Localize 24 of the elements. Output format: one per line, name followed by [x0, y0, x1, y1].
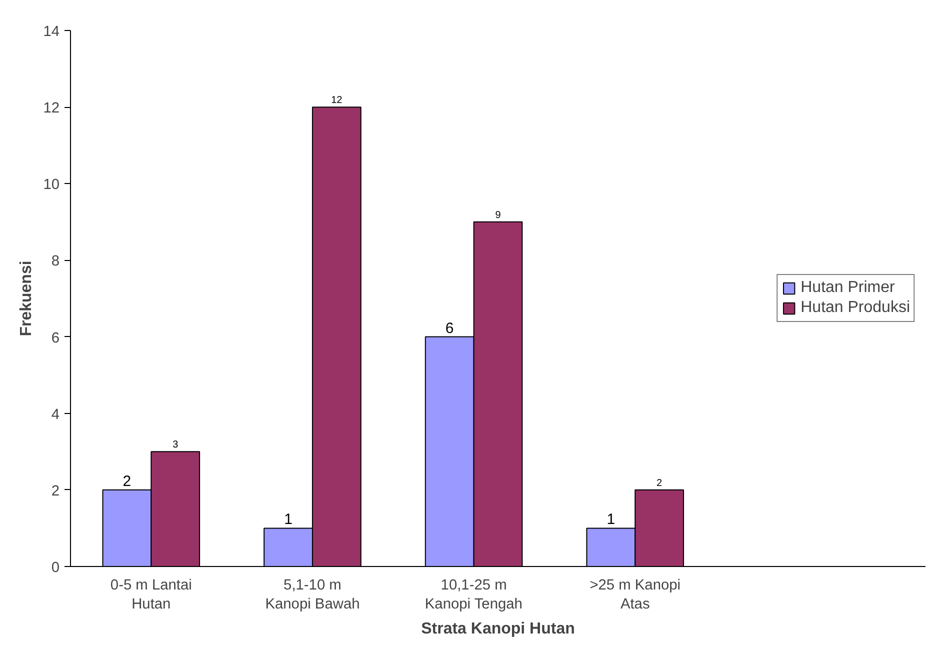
legend-label: Hutan Primer [800, 279, 895, 297]
y-tick-label: 2 [51, 483, 60, 500]
y-tick-label: 10 [43, 177, 60, 194]
data-label: 2 [656, 478, 663, 489]
x-axis-title: Strata Kanopi Hutan [421, 620, 575, 638]
y-tick-label: 8 [51, 254, 60, 270]
x-tick-label: 5,1-10 m Kanopi Bawah [265, 578, 360, 613]
data-label: 2 [122, 472, 132, 490]
y-tick-label: 0 [51, 560, 60, 576]
y-tick-label: 14 [43, 24, 60, 40]
data-label: 3 [172, 440, 179, 451]
y-tick-label: 4 [51, 406, 60, 423]
x-tick-label: 0-5 m Lantai Hutan [110, 578, 192, 613]
data-label: 9 [495, 210, 502, 221]
data-label: 6 [445, 320, 454, 337]
data-label: 1 [284, 511, 292, 528]
legend-label: Hutan Produksi [800, 299, 910, 317]
x-tick-label: 10,1-25 m Kanopi Tengah [424, 578, 522, 613]
y-axis-title: Frekuensi [18, 260, 36, 336]
data-label: 1 [606, 511, 616, 528]
y-tick-label: 6 [51, 330, 60, 346]
y-tick-label: 12 [43, 100, 60, 117]
x-tick-label: >25 m Kanopi Atas [590, 578, 681, 613]
data-label: 12 [331, 95, 343, 106]
